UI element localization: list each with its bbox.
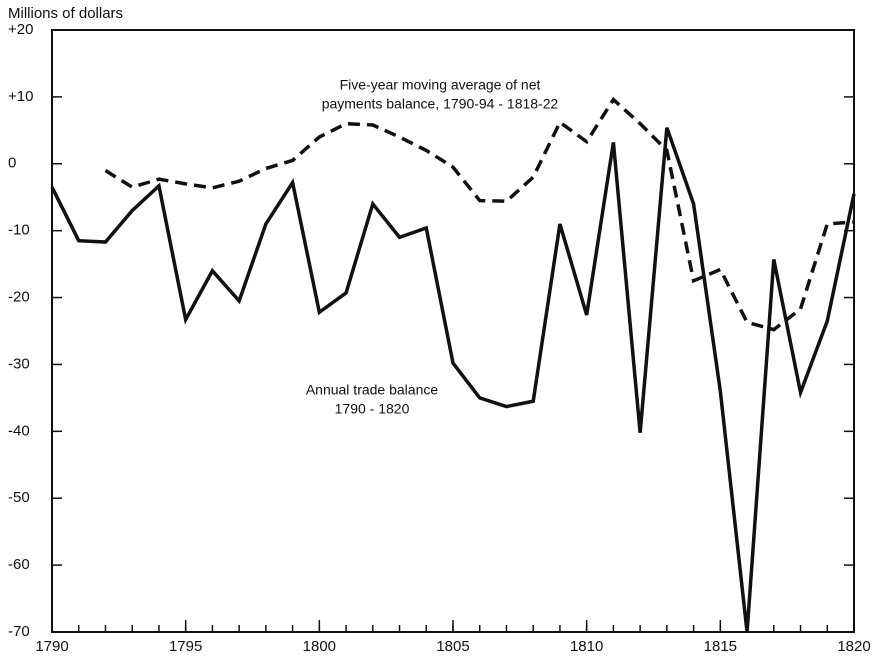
- y-axis-label: Millions of dollars: [8, 5, 123, 22]
- plot-frame: [51, 29, 855, 633]
- x-tick-label: 1805: [436, 638, 469, 655]
- annotation: Five-year moving average of net: [340, 77, 541, 93]
- x-tick-label: 1810: [570, 638, 603, 655]
- x-tick-label: 1790: [35, 638, 68, 655]
- y-tick-label: -20: [8, 289, 30, 306]
- x-tick-label: 1800: [303, 638, 336, 655]
- y-tick-label: -40: [8, 422, 30, 439]
- y-tick-label: -60: [8, 556, 30, 573]
- annotation: Annual trade balance: [306, 382, 439, 398]
- y-tick-label: 0: [8, 155, 16, 172]
- x-tick-label: 1795: [169, 638, 202, 655]
- data-line: [104, 96, 855, 332]
- y-tick-label: +20: [8, 21, 33, 38]
- y-tick-label: -30: [8, 355, 30, 372]
- annotation: 1790 - 1820: [335, 401, 410, 417]
- annotation: payments balance, 1790-94 - 1818-22: [322, 96, 559, 112]
- x-tick-label: 1815: [704, 638, 737, 655]
- y-tick-label: -70: [8, 623, 30, 640]
- data-line: [50, 127, 856, 633]
- x-tick-label: 1820: [837, 638, 870, 655]
- y-tick-label: -50: [8, 489, 30, 506]
- y-tick-label: -10: [8, 222, 30, 239]
- y-tick-label: +10: [8, 88, 33, 105]
